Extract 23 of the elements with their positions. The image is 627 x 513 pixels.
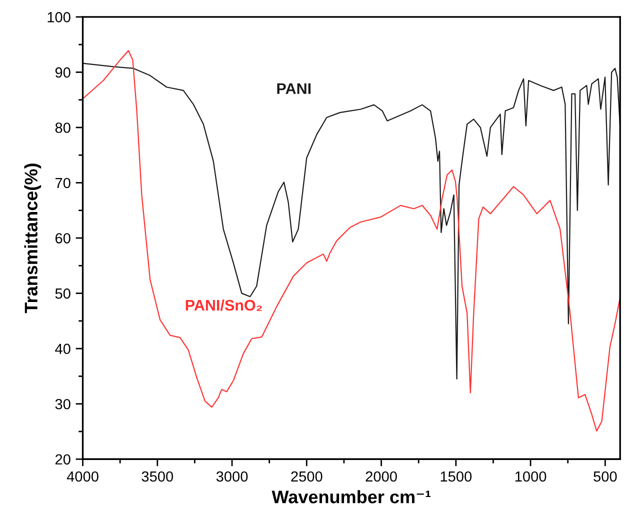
series-label: PANI [277,83,311,94]
y-tick-label: 100 [48,12,70,22]
y-tick-label: 30 [55,398,70,410]
x-tick-label: 2500 [291,471,322,482]
x-axis-title: Wavenumber cm⁻¹ [272,490,431,504]
series-label: PANI/SnO₂ [186,299,262,311]
y-tick-label: 40 [55,344,70,354]
x-tick-label: 3500 [142,471,174,482]
x-tick-label: 3000 [216,471,248,482]
y-axis-title: Transmittance(%) [24,164,42,314]
x-tick-label: 4000 [66,471,98,482]
x-tick-label: 500 [594,471,617,482]
y-tick-label: 70 [55,178,70,188]
y-tick-label: 80 [55,122,70,133]
x-tick-label: 2000 [366,471,397,482]
x-tick-label: 1000 [515,471,546,482]
y-tick-label: 60 [55,233,70,244]
y-tick-label: 50 [55,288,70,299]
x-tick-label: 1500 [440,471,472,482]
y-tick-label: 20 [55,454,70,465]
line-series [82,50,620,432]
line-series [82,62,620,380]
y-tick-label: 90 [55,67,70,78]
